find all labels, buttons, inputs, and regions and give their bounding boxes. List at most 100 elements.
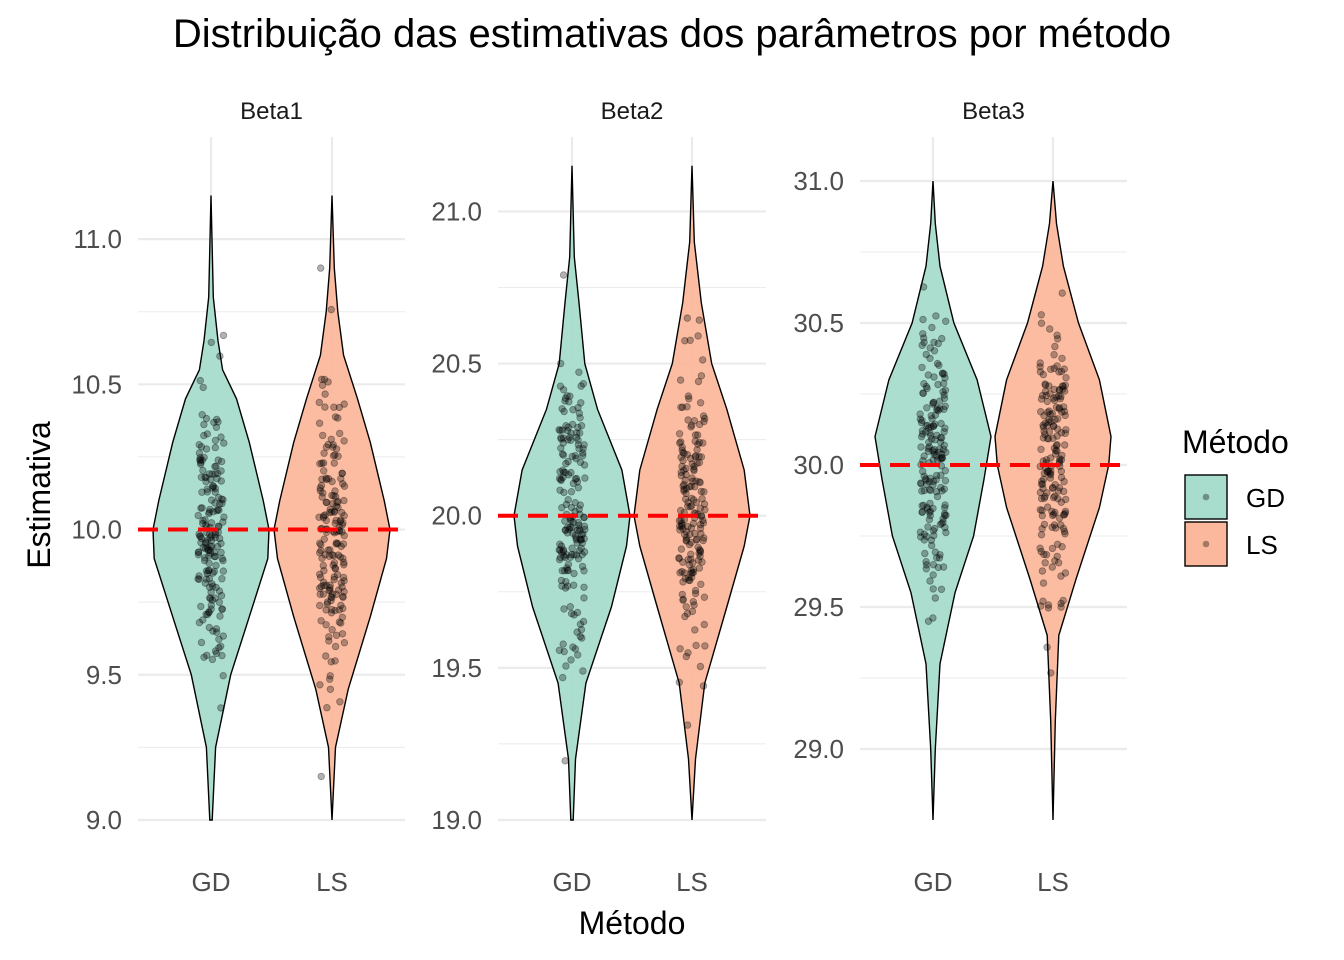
data-point	[202, 539, 210, 547]
data-point	[922, 561, 931, 569]
data-point	[929, 571, 937, 579]
data-point	[328, 590, 337, 598]
data-point	[563, 564, 571, 572]
data-point	[685, 483, 694, 491]
data-point	[219, 518, 227, 526]
data-point	[206, 549, 214, 557]
data-point	[940, 510, 949, 518]
data-point	[322, 474, 330, 482]
data-point	[199, 543, 207, 552]
data-point	[574, 518, 582, 527]
data-point	[199, 616, 207, 624]
data-point	[1043, 489, 1051, 497]
data-point	[556, 546, 564, 554]
data-point	[569, 643, 577, 651]
data-point	[205, 566, 213, 574]
data-point	[555, 555, 564, 564]
data-point	[1055, 514, 1064, 522]
facet-label: Beta3	[962, 98, 1025, 125]
data-point	[933, 406, 941, 414]
data-point	[198, 411, 206, 419]
data-point	[206, 595, 215, 603]
data-point	[318, 459, 326, 467]
data-point	[692, 536, 701, 544]
data-point	[941, 424, 949, 432]
data-point	[929, 422, 938, 430]
data-point	[573, 429, 581, 437]
data-point	[559, 546, 568, 554]
data-point	[338, 583, 346, 591]
data-point	[558, 567, 566, 575]
data-point	[683, 314, 691, 322]
data-point	[1053, 335, 1062, 343]
data-point	[930, 450, 938, 459]
data-point	[202, 575, 210, 583]
data-point	[556, 468, 564, 476]
data-point	[1060, 407, 1069, 416]
data-point	[1046, 471, 1055, 479]
data-point	[679, 558, 687, 566]
data-point	[941, 374, 949, 382]
data-point	[208, 655, 217, 664]
data-point	[924, 447, 932, 455]
data-point	[316, 487, 324, 495]
data-point	[922, 428, 930, 436]
data-point	[936, 551, 944, 559]
data-point	[315, 398, 323, 407]
data-point	[685, 574, 693, 582]
data-point	[576, 429, 584, 437]
x-tick-label: LS	[1037, 867, 1069, 897]
data-point	[320, 467, 328, 475]
data-point	[557, 542, 566, 550]
data-point	[556, 426, 564, 435]
data-point	[675, 430, 684, 438]
data-point	[695, 420, 704, 429]
data-point	[334, 586, 343, 594]
data-point	[929, 481, 937, 489]
data-point	[331, 564, 339, 572]
data-point	[322, 621, 330, 629]
data-point	[560, 488, 568, 497]
data-point	[317, 264, 325, 272]
data-point	[318, 375, 326, 383]
data-point	[339, 540, 348, 548]
data-point	[1057, 521, 1065, 529]
data-point	[212, 462, 220, 470]
data-point	[682, 534, 691, 542]
data-point	[209, 627, 217, 635]
data-point	[1037, 395, 1046, 403]
data-point	[318, 475, 326, 483]
data-point	[557, 476, 565, 485]
data-point	[327, 609, 336, 617]
data-point	[205, 559, 213, 567]
data-point	[1061, 429, 1069, 437]
data-point	[675, 516, 684, 525]
legend-key-GD	[1184, 474, 1228, 520]
data-point	[330, 492, 338, 500]
data-point	[322, 498, 330, 506]
data-point	[561, 394, 570, 402]
data-point	[678, 521, 686, 529]
data-point	[218, 605, 226, 613]
data-point	[700, 534, 708, 542]
data-point	[205, 509, 213, 518]
data-point	[679, 482, 687, 490]
data-point	[205, 470, 214, 478]
data-point	[933, 404, 942, 412]
data-point	[682, 489, 690, 498]
data-point	[196, 456, 204, 464]
data-point	[925, 515, 934, 524]
data-point	[1048, 523, 1056, 531]
data-point	[930, 398, 938, 406]
data-point	[567, 656, 575, 664]
data-point	[1061, 507, 1070, 515]
data-point	[696, 552, 704, 560]
data-point	[328, 606, 336, 614]
data-point	[326, 508, 334, 517]
data-point	[336, 429, 344, 438]
data-point	[331, 565, 340, 573]
data-point	[218, 605, 227, 613]
data-point	[339, 480, 347, 488]
data-point	[578, 531, 586, 539]
data-point	[212, 583, 220, 592]
